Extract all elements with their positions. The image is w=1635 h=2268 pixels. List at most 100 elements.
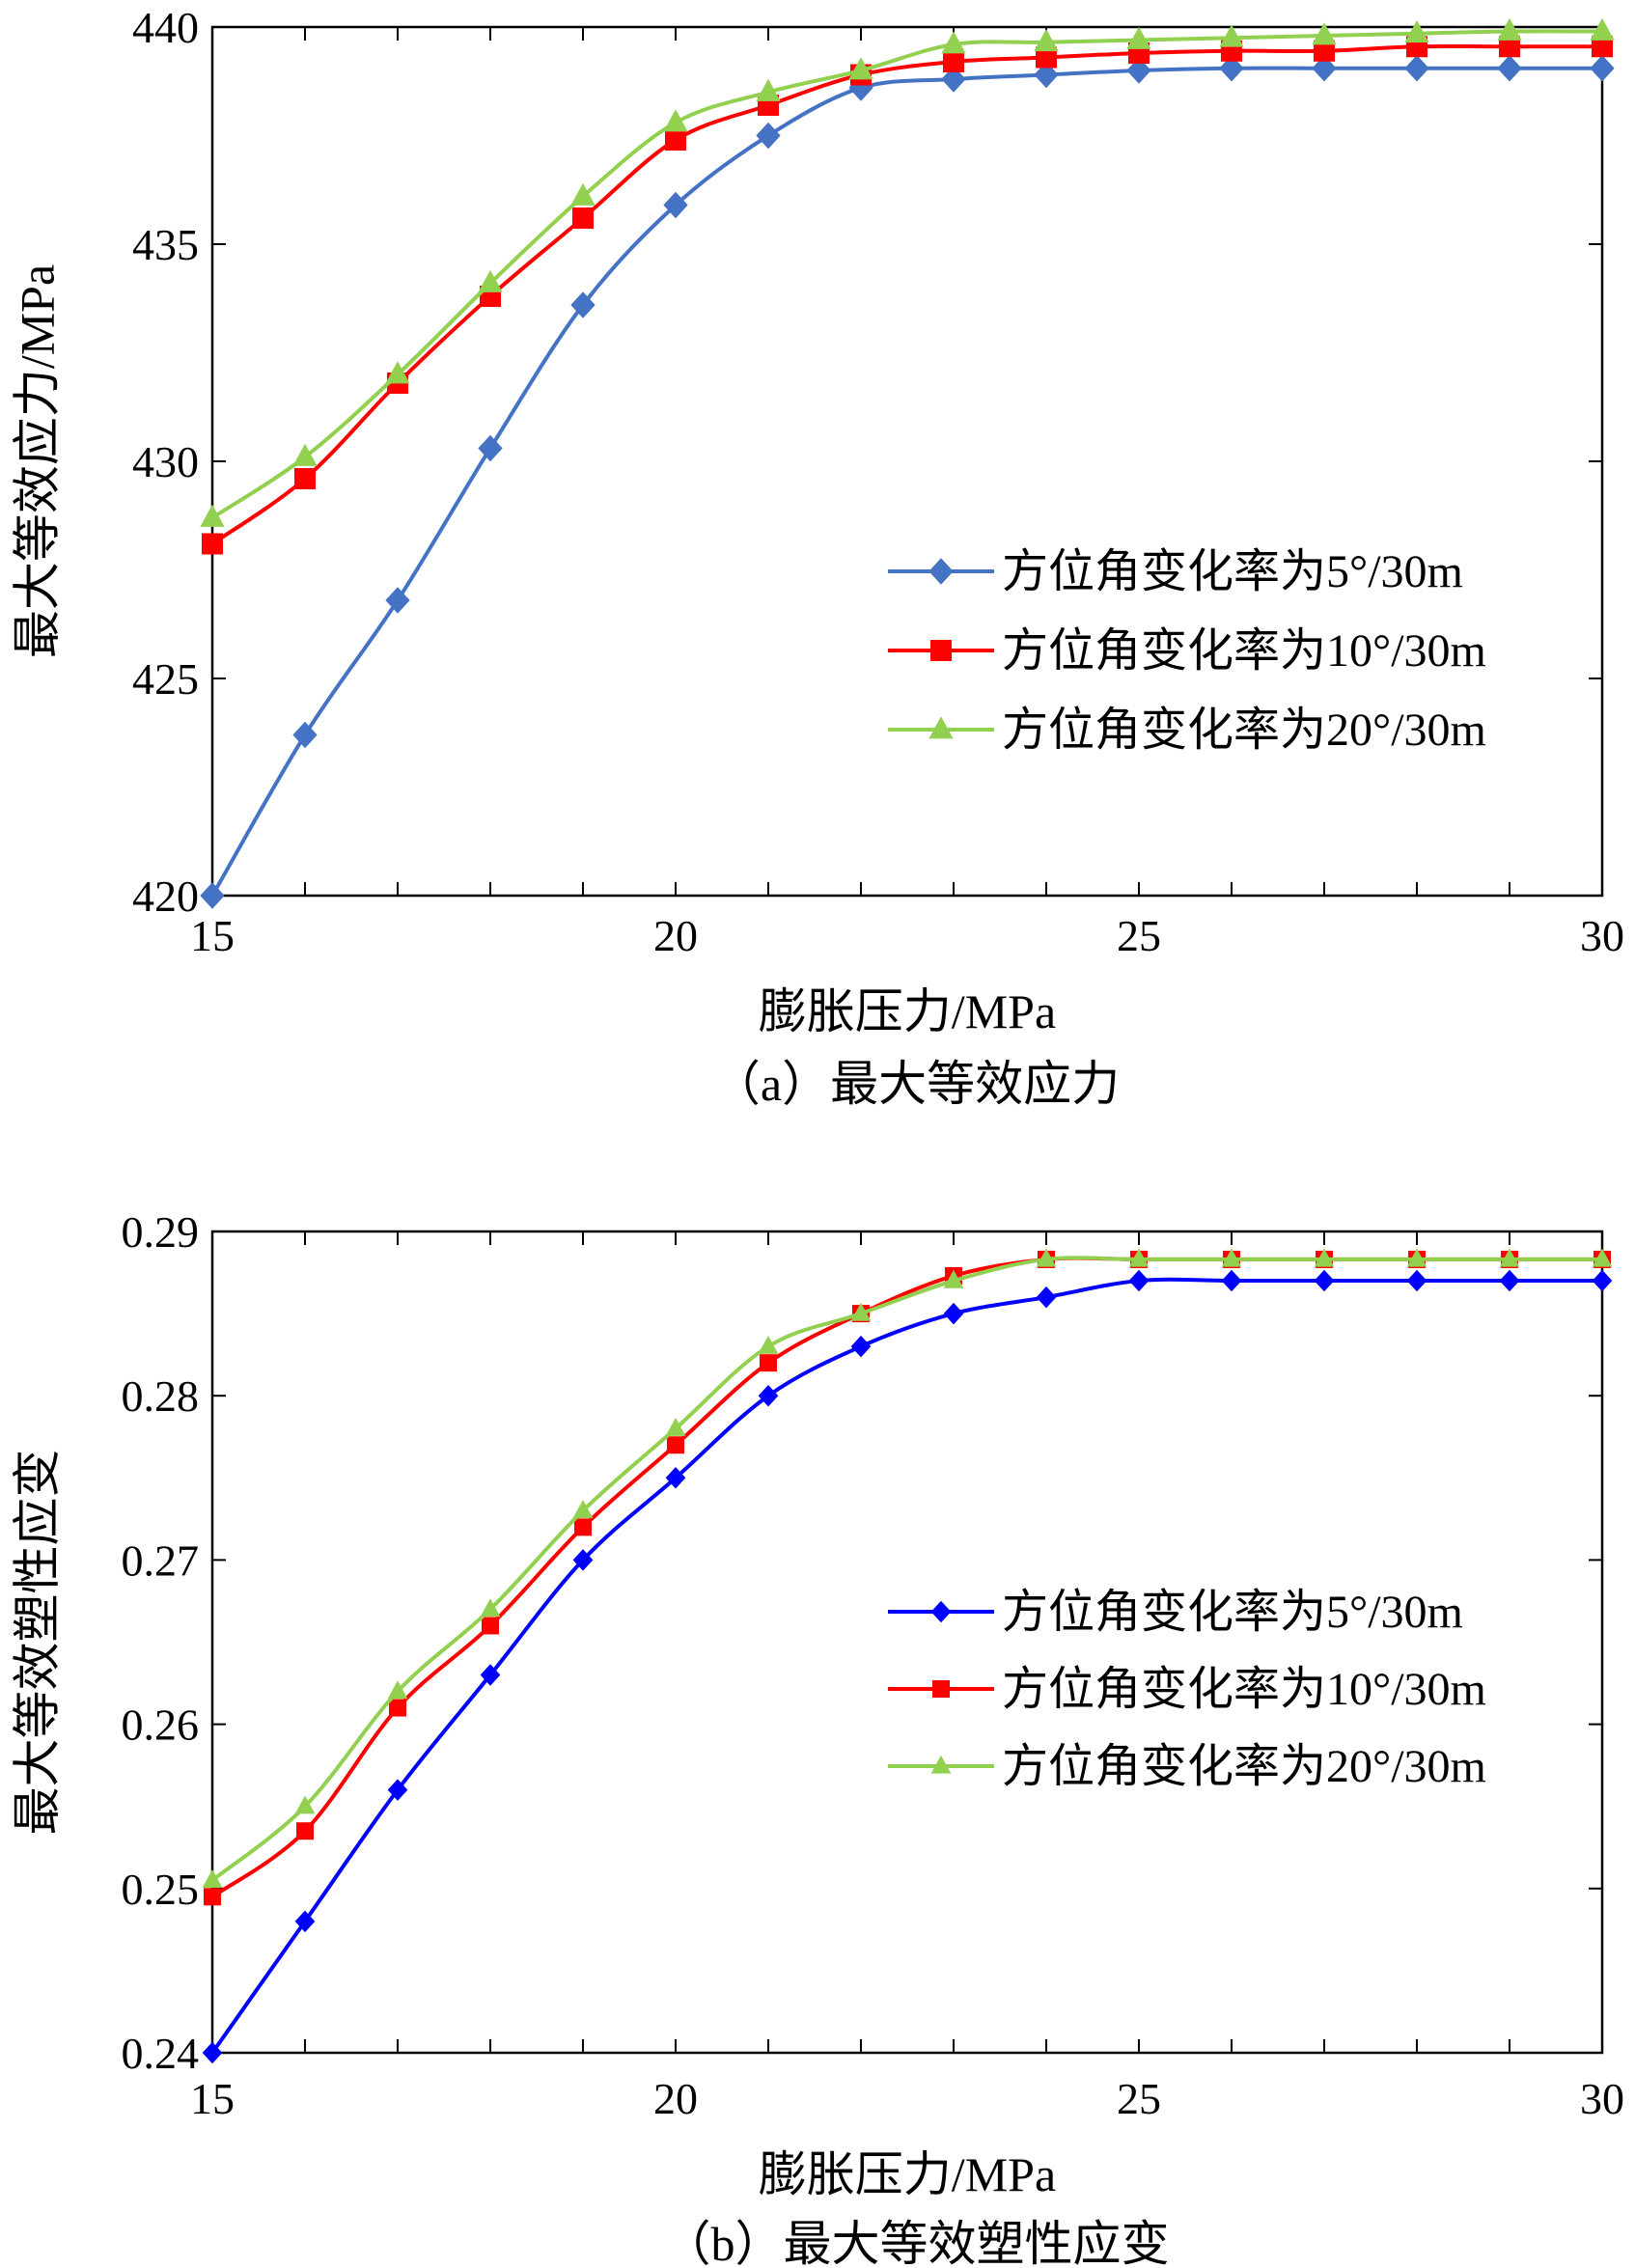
legend-item: 方位角变化率为5°/30m: [888, 1587, 1463, 1638]
data-point: [204, 1888, 221, 1906]
series-line: [210, 29, 1603, 520]
data-point: [570, 291, 596, 318]
y-tick-label: 440: [132, 3, 199, 52]
series-2: [202, 36, 1613, 555]
data-point: [385, 587, 410, 614]
x-tick-label: 20: [653, 911, 698, 960]
data-point: [572, 1500, 594, 1518]
data-point: [1221, 1269, 1242, 1292]
data-point: [943, 1269, 964, 1288]
data-point: [1312, 55, 1337, 82]
data-point: [202, 533, 223, 555]
y-tick-label: 435: [132, 220, 199, 269]
series-line: [210, 66, 1602, 897]
data-point: [1221, 1248, 1242, 1267]
data-point: [480, 1664, 501, 1686]
legend-label: 方位角变化率为20°/30m: [1002, 1741, 1486, 1792]
legend-item: 方位角变化率为20°/30m: [888, 705, 1486, 756]
data-point: [1592, 1269, 1613, 1292]
legend-marker: [930, 1755, 952, 1774]
data-point: [758, 1335, 779, 1354]
data-point: [294, 1910, 316, 1933]
y-tick-label: 0.27: [122, 1535, 200, 1585]
data-point: [665, 129, 686, 151]
legend-item: 方位角变化率为10°/30m: [888, 1664, 1486, 1715]
legend-marker: [928, 558, 954, 585]
data-point: [1036, 1286, 1057, 1309]
data-point: [1497, 55, 1522, 82]
data-point: [1404, 20, 1429, 43]
legend-item: 方位角变化率为5°/30m: [888, 546, 1463, 597]
plot-frame: [210, 25, 1604, 898]
data-point: [943, 1302, 964, 1325]
series-line: [210, 43, 1602, 546]
chart-max-equivalent-stress: 15 20 25 30 420 425 430 435 440 膨胀压力/MPa 最大等效应力/MP…: [10, 3, 1624, 1111]
data-point: [665, 1467, 686, 1489]
legend-marker: [928, 716, 954, 739]
legend-label: 方位角变化率为10°/30m: [1002, 625, 1486, 677]
data-point: [667, 1436, 684, 1454]
data-point: [760, 1354, 777, 1372]
data-point: [387, 1779, 408, 1801]
legend-item: 方位角变化率为20°/30m: [888, 1741, 1486, 1792]
legend-label: 方位角变化率为10°/30m: [1002, 1664, 1486, 1715]
data-point: [663, 191, 688, 219]
data-point: [574, 1518, 592, 1536]
y-axis-label: 最大等效应力/MPa: [10, 264, 64, 658]
data-point: [478, 434, 503, 462]
data-point: [1590, 17, 1615, 41]
legend-item: 方位角变化率为10°/30m: [888, 625, 1486, 677]
data-point: [1128, 1269, 1150, 1292]
data-point: [850, 1335, 872, 1358]
figure-caption: （b）最大等效塑性应变: [663, 2217, 1170, 2268]
legend-label: 方位角变化率为5°/30m: [1002, 546, 1463, 597]
legend-label: 方位角变化率为5°/30m: [1002, 1587, 1463, 1638]
data-point: [292, 721, 318, 749]
series-3: [202, 1248, 1613, 1888]
data-point: [756, 78, 781, 101]
data-point: [387, 1680, 408, 1700]
data-point: [202, 1869, 223, 1888]
data-point: [385, 361, 410, 384]
data-point: [1036, 46, 1057, 69]
y-tick-label: 0.25: [122, 1865, 200, 1914]
y-tick-label: 420: [132, 871, 199, 921]
y-axis-label: 最大等效塑性应变: [10, 1450, 64, 1836]
data-point: [1126, 26, 1151, 49]
data-point: [1128, 1248, 1150, 1267]
legend-label: 方位角变化率为20°/30m: [1002, 705, 1486, 756]
series-line: [210, 1277, 1602, 2055]
data-point: [756, 122, 781, 150]
legend-marker: [930, 1600, 952, 1623]
x-tick-label: 15: [190, 2074, 235, 2123]
data-point: [389, 1699, 406, 1717]
y-tick-label: 430: [132, 437, 199, 486]
x-axis-label: 膨胀压力/MPa: [759, 2147, 1056, 2201]
data-point: [848, 57, 873, 80]
y-tick-label: 425: [132, 654, 199, 704]
figure-caption: （a）最大等效应力: [712, 1057, 1120, 1111]
data-point: [478, 269, 503, 292]
data-point: [1314, 1248, 1335, 1267]
data-point: [480, 1598, 501, 1618]
x-tick-label: 25: [1117, 2074, 1161, 2123]
data-point: [1499, 1248, 1520, 1267]
series-1: [202, 1269, 1613, 2064]
data-point: [941, 31, 966, 54]
series-line: [210, 1256, 1602, 1898]
data-point: [200, 504, 225, 527]
data-point: [1592, 1248, 1613, 1267]
data-point: [1592, 36, 1613, 58]
data-point: [572, 207, 594, 229]
data-point: [663, 109, 688, 132]
data-point: [570, 182, 596, 206]
data-point: [943, 51, 964, 72]
y-tick-label: 0.28: [122, 1371, 200, 1421]
data-point: [758, 1384, 779, 1407]
data-point: [1036, 1248, 1057, 1267]
series-1: [200, 55, 1615, 909]
data-point: [482, 1617, 499, 1635]
y-tick-label: 0.24: [122, 2029, 200, 2078]
data-point: [1219, 24, 1244, 47]
